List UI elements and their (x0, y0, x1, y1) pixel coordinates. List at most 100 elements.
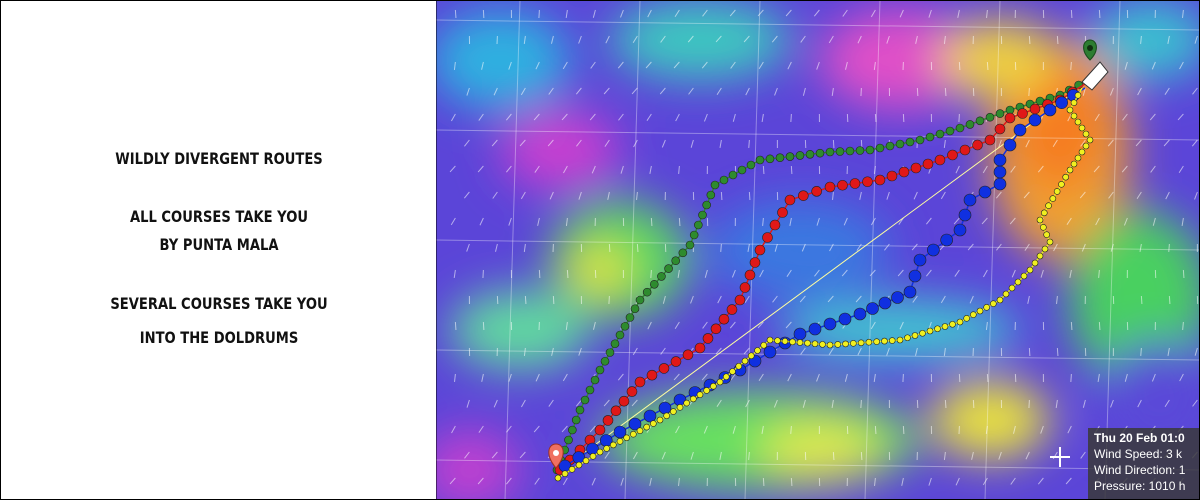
wind-arrow (563, 165, 568, 174)
wind-arrow (661, 451, 666, 460)
wind-arrow (1150, 165, 1156, 173)
route-point (649, 279, 659, 289)
wind-arrow (873, 373, 876, 382)
route-point (857, 339, 865, 347)
wind-arrow (632, 347, 638, 356)
route-point (1070, 160, 1078, 168)
info-background (1088, 428, 1200, 500)
wind-arrow (1179, 373, 1184, 382)
route-point (594, 424, 606, 436)
route-point (888, 337, 896, 344)
info-wind-direction: Wind Direction: 1 (1094, 463, 1186, 477)
route-point (993, 165, 1007, 179)
wind-arrow (495, 243, 498, 252)
wind-arrow (449, 477, 456, 485)
wind-arrow (870, 9, 876, 18)
wind-arrow (995, 191, 1002, 199)
wind-arrow (633, 139, 638, 148)
route-point (1003, 138, 1017, 152)
wind-arrow (636, 243, 639, 253)
wind-arrow (565, 9, 568, 18)
wind-arrow (816, 217, 820, 226)
wind-arrow (603, 87, 610, 95)
wind-arrow (1182, 321, 1184, 331)
wind-arrow (590, 61, 596, 69)
wind-arrow (785, 321, 792, 329)
route-point (678, 248, 688, 258)
wind-arrow (1040, 269, 1044, 278)
wind-arrow (493, 399, 498, 408)
route-point (670, 356, 682, 367)
wind-arrow (732, 113, 736, 122)
wind-arrow (716, 87, 722, 96)
wind-arrow (869, 269, 876, 277)
wind-arrow (789, 217, 792, 226)
route-point (945, 126, 955, 136)
route-point (656, 416, 664, 424)
wind-arrow (464, 139, 470, 147)
route-point (630, 430, 637, 438)
route-point (1013, 123, 1027, 137)
weather-layer: Thu 20 Feb 01:0 Wind Speed: 3 k Wind Dir… (436, 0, 1200, 500)
text-panel: WILDLY DIVERGENT ROUTES ALL COURSES TAKE… (0, 0, 437, 500)
wind-arrow (451, 425, 456, 434)
wind-arrow (575, 399, 582, 407)
wind-arrow (1052, 139, 1058, 148)
wind-arrow (998, 139, 1002, 148)
route-point (976, 307, 984, 315)
wind-arrow (481, 373, 484, 382)
wind-arrow (1081, 243, 1086, 252)
wind-arrow (561, 113, 568, 121)
route-point (774, 337, 781, 344)
finish-flag (1081, 61, 1109, 91)
wind-arrow (774, 243, 778, 252)
route-point (873, 338, 880, 345)
route-point (600, 356, 610, 366)
wind-arrow (562, 477, 568, 486)
wind-arrow (1080, 451, 1086, 459)
wind-arrow (720, 191, 723, 201)
route-point (965, 120, 975, 129)
wind-arrow (551, 347, 554, 356)
wind-arrow (982, 269, 988, 278)
route-point (1036, 216, 1044, 224)
wind-arrow (1151, 61, 1156, 70)
wind-arrow (828, 347, 834, 356)
wind-arrow (814, 269, 820, 277)
route-point (798, 190, 809, 201)
route-point (963, 315, 970, 322)
wind-arrow (1137, 87, 1142, 96)
wind-arrow (647, 9, 652, 18)
wind-arrow (631, 399, 638, 407)
wind-arrow (548, 87, 554, 95)
route-point (658, 401, 672, 415)
wind-arrow (453, 269, 456, 278)
route-point (571, 415, 581, 425)
wind-arrow (562, 373, 568, 382)
wind-arrow (690, 139, 694, 148)
route-point (722, 373, 730, 381)
wind-arrow (450, 217, 456, 226)
wind-arrow (986, 61, 989, 71)
route-point (1058, 180, 1065, 188)
wind-arrow (453, 61, 456, 71)
route-point (850, 340, 857, 347)
route-point (1043, 103, 1057, 117)
route-point (630, 304, 640, 314)
wind-arrow (703, 113, 708, 122)
wind-arrow (1181, 217, 1184, 226)
route-point (926, 327, 934, 335)
wind-arrow (450, 113, 456, 122)
route-point (737, 165, 747, 175)
wind-arrow (1107, 139, 1114, 147)
wind-arrow (870, 321, 876, 330)
wind-arrow (674, 321, 680, 330)
wind-arrow (716, 399, 722, 407)
route-point (610, 339, 620, 349)
route-point (628, 417, 642, 431)
route-point (615, 330, 625, 340)
route-point (1004, 112, 1016, 124)
route-point (1029, 103, 1041, 115)
wind-arrow (454, 373, 456, 383)
wind-arrow (762, 217, 764, 227)
